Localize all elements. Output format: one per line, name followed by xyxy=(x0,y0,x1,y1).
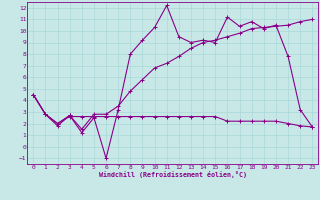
X-axis label: Windchill (Refroidissement éolien,°C): Windchill (Refroidissement éolien,°C) xyxy=(99,171,247,178)
